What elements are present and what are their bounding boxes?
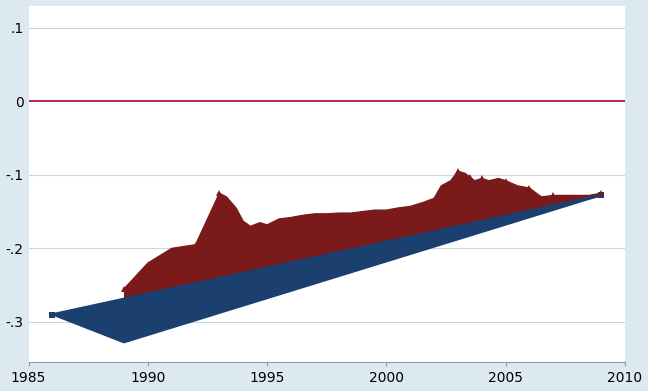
Polygon shape <box>52 196 601 343</box>
Polygon shape <box>124 171 601 299</box>
